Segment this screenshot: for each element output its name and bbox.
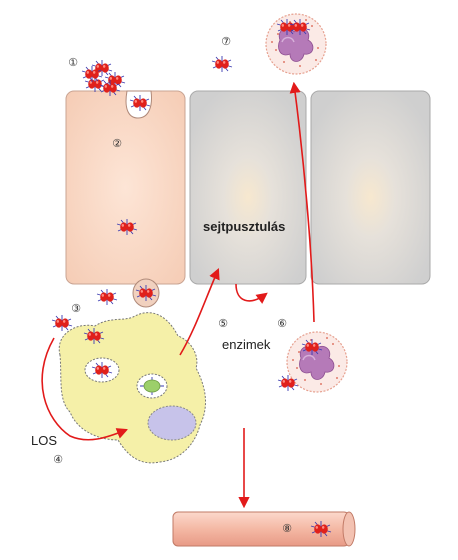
- free-bacterium: [51, 314, 73, 332]
- step-6-label: ⑥: [277, 318, 287, 330]
- damaged-cell: [189, 90, 307, 285]
- arrow-enzymes-loop: [235, 283, 268, 304]
- neutrophil-icon-2: [286, 331, 348, 393]
- cell-death-label: sejtpusztulás: [203, 219, 285, 234]
- macrophage-nucleus: [147, 405, 197, 441]
- arrow-neutrophil-migration: [289, 81, 315, 323]
- arrow-los: [41, 337, 129, 441]
- step-1-label: ①: [68, 57, 78, 69]
- epithelial-cell: [65, 90, 186, 285]
- step-7-label: ⑦: [221, 36, 231, 48]
- arrow-to-cell-death: [179, 267, 220, 356]
- enzymes-label: enzimek: [222, 337, 271, 352]
- macrophage: [58, 312, 207, 464]
- los-label: LOS: [31, 433, 57, 448]
- damaged-cell-2: [310, 90, 431, 285]
- released-bacterium: [96, 288, 118, 306]
- free-bacterium-7: [211, 55, 233, 73]
- step-3-label: ③: [71, 303, 81, 315]
- step-5-label: ⑤: [218, 318, 228, 330]
- step-8-label: ⑧: [282, 523, 292, 535]
- step-2-label: ②: [112, 138, 122, 150]
- step-4-label: ④: [53, 454, 63, 466]
- degraded-bacterium: [140, 377, 164, 395]
